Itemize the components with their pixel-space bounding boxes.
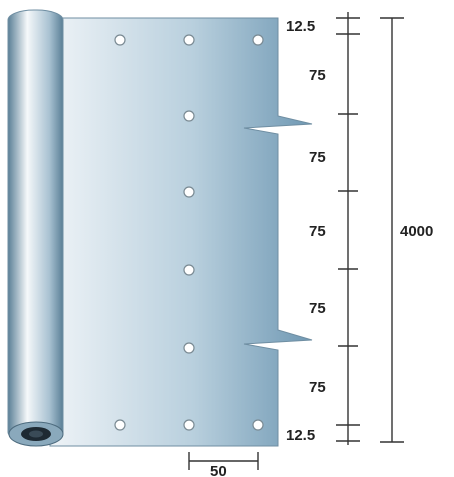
hole [183, 342, 195, 354]
hole [183, 186, 195, 198]
spacing-label-5: 75 [309, 379, 326, 396]
roll-core-inner [29, 430, 43, 438]
spacing-label-3: 75 [309, 223, 326, 240]
total-length-label: 4000 [400, 223, 433, 240]
spacing-label-4: 75 [309, 300, 326, 317]
spacing-label-2: 75 [309, 149, 326, 166]
total-length-dimension-line [380, 17, 404, 443]
hole [183, 110, 195, 122]
sheet-roll [7, 9, 64, 443]
bottom-margin-label: 12.5 [286, 427, 315, 444]
spacing-label-1: 75 [309, 67, 326, 84]
hole [114, 419, 126, 431]
hole [114, 34, 126, 46]
horizontal-spacing-label: 50 [210, 463, 227, 477]
spacing-dimension-line [336, 12, 360, 445]
hole [183, 34, 195, 46]
hole [183, 419, 195, 431]
holes [114, 34, 264, 431]
hole [252, 419, 264, 431]
hole [183, 264, 195, 276]
top-margin-label: 12.5 [286, 18, 315, 35]
hole [252, 34, 264, 46]
horizontal-dimension-line [188, 452, 259, 470]
perforated-sheet [49, 17, 313, 447]
